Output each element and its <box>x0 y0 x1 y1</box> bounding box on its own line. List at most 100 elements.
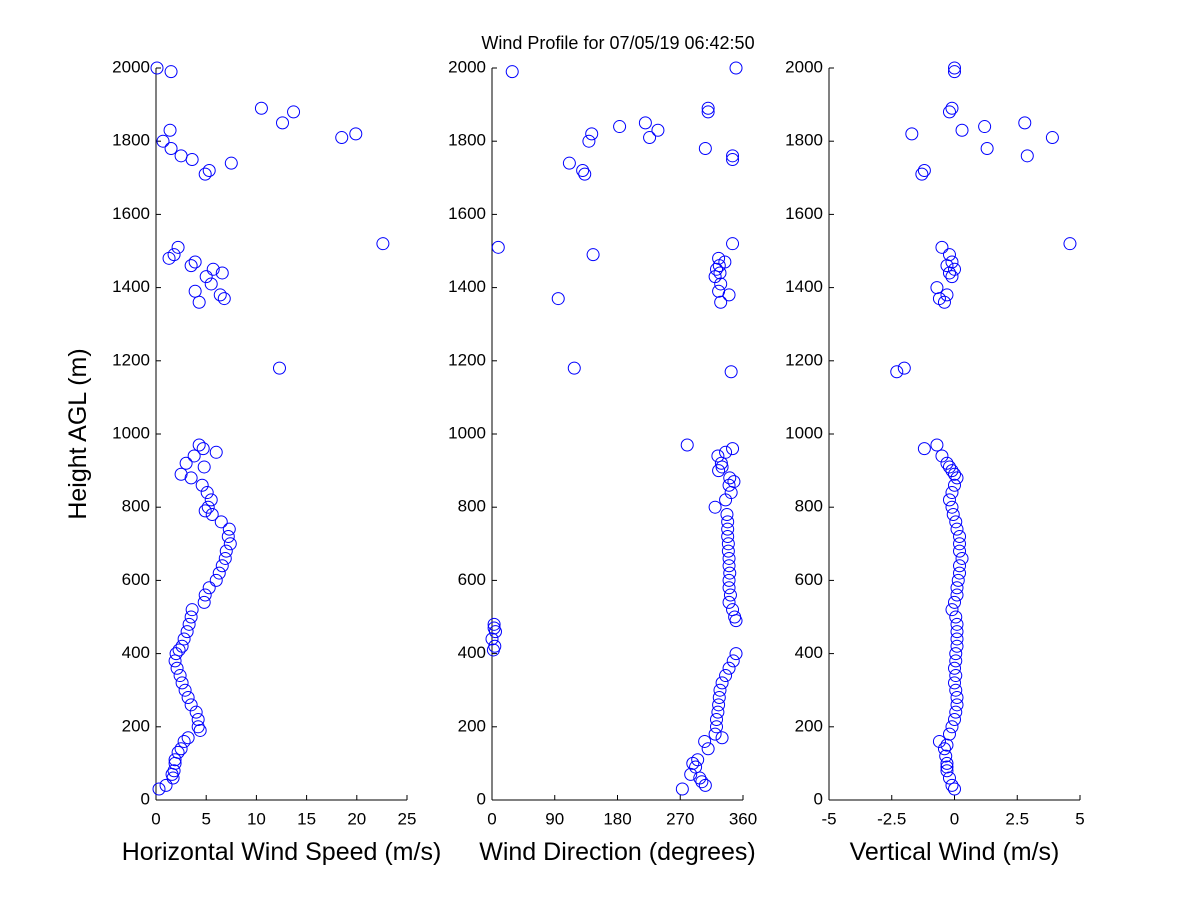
y-tick-label: 1400 <box>112 277 150 296</box>
point <box>218 551 232 565</box>
point <box>712 698 726 712</box>
point <box>196 442 210 456</box>
point <box>224 156 238 170</box>
point <box>171 745 185 759</box>
y-tick-label: 2000 <box>785 57 823 76</box>
point <box>932 734 946 748</box>
point <box>722 559 736 573</box>
point <box>177 734 191 748</box>
point <box>562 156 576 170</box>
point <box>953 559 967 573</box>
point <box>488 639 502 653</box>
point <box>950 639 964 653</box>
point <box>953 529 967 543</box>
point <box>197 460 211 474</box>
point <box>945 255 959 269</box>
point <box>940 764 954 778</box>
y-axis-label: Height AGL (m) <box>64 348 92 519</box>
point <box>930 281 944 295</box>
point <box>945 464 959 478</box>
point <box>708 500 722 514</box>
point <box>170 661 184 675</box>
point <box>718 255 732 269</box>
x-tick-label: 360 <box>729 809 757 828</box>
y-tick-label: 400 <box>122 643 150 662</box>
point <box>684 767 698 781</box>
point <box>710 712 724 726</box>
point <box>721 537 735 551</box>
x-tick-label: -5 <box>821 809 836 828</box>
point <box>946 508 960 522</box>
point <box>173 669 187 683</box>
point <box>723 588 737 602</box>
point <box>940 288 954 302</box>
point <box>935 449 949 463</box>
point <box>212 566 226 580</box>
point <box>715 676 729 690</box>
point <box>213 288 227 302</box>
point <box>202 581 216 595</box>
point <box>215 266 229 280</box>
point <box>156 134 170 148</box>
y-tick-label: 800 <box>458 497 486 516</box>
point <box>721 522 735 536</box>
y-tick-label: 1000 <box>785 423 823 442</box>
point <box>949 610 963 624</box>
point <box>942 105 956 119</box>
point <box>171 240 185 254</box>
point <box>276 116 290 130</box>
point <box>722 478 736 492</box>
point <box>712 284 726 298</box>
point <box>905 127 919 141</box>
point <box>272 361 286 375</box>
point <box>955 551 969 565</box>
point <box>178 683 192 697</box>
point <box>487 617 501 631</box>
y-tick-label: 2000 <box>448 57 486 76</box>
y-tick-label: 1400 <box>448 277 486 296</box>
y-tick-label: 200 <box>458 716 486 735</box>
point <box>722 551 736 565</box>
point <box>698 734 712 748</box>
point <box>1045 131 1059 145</box>
point <box>651 123 665 137</box>
point <box>150 61 164 75</box>
y-tick-label: 1000 <box>448 423 486 442</box>
point <box>1020 149 1034 163</box>
y-tick-label: 1800 <box>448 131 486 150</box>
point <box>221 529 235 543</box>
point <box>701 742 715 756</box>
point <box>708 727 722 741</box>
point <box>942 248 956 262</box>
y-tick-label: 0 <box>814 789 823 808</box>
point <box>217 292 231 306</box>
point <box>689 760 703 774</box>
point <box>199 270 213 284</box>
point <box>726 149 740 163</box>
point <box>949 654 963 668</box>
point <box>487 621 501 635</box>
point <box>184 698 198 712</box>
point <box>722 661 736 675</box>
point <box>953 537 967 551</box>
x-tick-label: 180 <box>603 809 631 828</box>
point <box>201 500 215 514</box>
point <box>713 683 727 697</box>
point <box>188 284 202 298</box>
point <box>185 603 199 617</box>
point <box>184 610 198 624</box>
point <box>949 669 963 683</box>
point <box>939 749 953 763</box>
point <box>174 467 188 481</box>
point <box>721 529 735 543</box>
point <box>695 775 709 789</box>
point <box>184 471 198 485</box>
point <box>722 595 736 609</box>
point <box>215 559 229 573</box>
point <box>953 566 967 580</box>
point <box>937 742 951 756</box>
point <box>586 248 600 262</box>
point <box>192 438 206 452</box>
x-tick-label: 25 <box>398 809 417 828</box>
point <box>945 778 959 792</box>
